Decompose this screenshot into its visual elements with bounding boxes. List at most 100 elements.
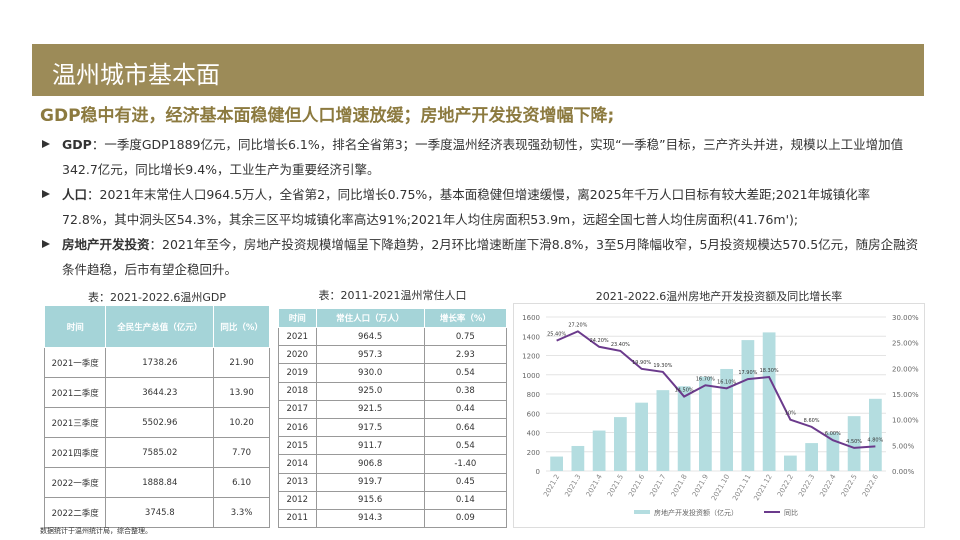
cell: 6.10 [213,467,270,498]
cell: 2014 [278,454,317,474]
data-label: 16.70% [696,376,715,382]
bar [614,417,627,471]
x-tick-label: 2021.9 [691,473,710,498]
data-label: 19.30% [653,363,672,369]
row: 2021三季度 5502.96 10.20 [43,407,270,438]
y-tick-label: 0 [536,468,540,476]
y-tick-label: 600 [527,410,540,418]
cell: 0.45 [423,472,508,492]
data-label: 4.80% [867,437,883,443]
caption: 表：2011-2021温州常住人口 [318,289,467,302]
cell: 957.3 [315,345,425,365]
bar [741,340,755,471]
cell: 2020 [278,345,317,365]
cell: 10.20 [213,407,270,438]
caption: 表：2021-2022.6温州GDP [87,291,227,304]
row: 2015 911.7 0.54 [278,436,508,456]
row: 2014 906.8 -1.40 [278,454,508,474]
chart: 0 200 400 600 800 1000 1200 1400 1600 0.00% 5.00% 1… [513,303,925,528]
legend-label: 房地产开发投资额（亿元） [654,508,738,517]
cell: 930.0 [315,363,425,383]
row: 2020 957.3 2.93 [278,345,508,365]
y-tick-label: 1400 [522,333,540,341]
cell: 921.5 [315,399,425,419]
chart-title: 2021-2022.6温州房地产开发投资额及同比增长率 [595,290,843,303]
title: 温州城市基本面 [52,61,220,89]
cell: 0.44 [423,399,508,419]
cell: 0.38 [423,381,508,401]
cell: 2015 [278,436,317,456]
x-tick-label: 2021.5 [606,473,625,498]
data-label: 4.50% [846,439,862,445]
row: 2021二季度 3644.23 13.90 [43,377,270,408]
cell: 2021二季度 [43,377,107,408]
header-cell: 时间 [43,305,107,348]
bullet-text: ：2021年至今，房地产投资规模增幅呈下降趋势，2月环比增速断崖下滑8.8%，3… [62,237,919,277]
header-cell: 时间 [278,308,317,328]
bullet-label: 房地产开发投资 [62,237,150,252]
bullet-text: ：一季度GDP1889亿元，同比增长6.1%，排名全省第3；一季度温州经济表现强… [62,137,904,177]
bar [699,376,712,471]
header-cell: 常住人口（万人） [315,308,425,328]
cell: 0.14 [423,490,508,510]
y2-tick-label: 10.00% [892,417,919,425]
x-tick-label: 2022.3 [797,473,816,498]
bullet: GDP：一季度GDP1889亿元，同比增长6.1%，排名全省第3；一季度温州经济… [40,132,920,182]
x-tick-label: 2022.6 [861,473,880,499]
y2-tick-label: 5.00% [892,442,915,450]
cell: 915.6 [315,490,425,510]
data-label: 18.30% [760,368,779,374]
cell: 2021 [278,326,317,347]
cell: 3644.23 [105,377,215,408]
cell: 5502.96 [105,407,215,438]
population-table: 时间 常住人口（万人） 增长率（%） 2021 964.5 0.75 2020 957.3 2.… [278,308,508,529]
bullet-label: 人口 [62,187,88,202]
data-label: 8.60% [804,418,820,424]
row: 2021一季度 1738.26 21.90 [43,347,270,378]
x-tick-label: 2021.10 [710,473,731,502]
header-row: 时间 全民生产总值（亿元） 同比（%） [43,305,270,348]
bullet-label: GDP [62,137,92,152]
row: 2021 964.5 0.75 [278,326,508,347]
cell: 914.3 [315,508,425,529]
row: 2017 921.5 0.44 [278,399,508,419]
row: 2022一季度 1888.84 6.10 [43,467,270,498]
bullet: 人口：2021年末常住人口964.5万人，全省第2，同比增长0.75%，基本面稳… [40,182,920,232]
bar [720,368,733,471]
data-label: 25.40% [547,332,566,338]
data-label: 14.50% [675,388,694,394]
cell: 911.7 [315,436,425,456]
cell: 0.54 [423,363,508,383]
title-bar: 温州城市基本面 [32,44,924,96]
x-tick-label: 2021.3 [563,473,582,498]
cell: 2011 [278,508,317,529]
cell: 7585.02 [105,437,215,468]
cell: 2021三季度 [43,407,107,438]
bar [847,416,861,471]
data-label: 19.90% [632,360,651,366]
cell: 919.7 [315,472,425,492]
y-tick-label: 400 [527,430,540,438]
cell: 0.09 [423,508,508,529]
data-label: 23.40% [611,342,630,348]
x-tick-label: 2021.6 [627,473,646,499]
row: 2022二季度 3745.8 3.3% [43,497,270,528]
data-label: 24.20% [590,338,609,344]
row: 2019 930.0 0.54 [278,363,508,383]
y-tick-label: 200 [527,449,540,457]
y2-tick-label: 20.00% [892,365,919,373]
cell: 2013 [278,472,317,492]
x-tick-label: 2022.5 [840,473,859,498]
cell: 2021四季度 [43,437,107,468]
x-tick-label: 2022.2 [776,473,795,498]
cell: 0.54 [423,436,508,456]
y-tick-label: 1600 [522,314,540,322]
header-row: 时间 常住人口（万人） 增长率（%） [278,308,508,328]
y2-tick-label: 0.00% [892,468,915,476]
bar [784,455,797,471]
cell: 964.5 [315,326,425,347]
bar [677,386,691,471]
bar [762,332,776,471]
x-tick-label: 2021.12 [752,473,773,502]
